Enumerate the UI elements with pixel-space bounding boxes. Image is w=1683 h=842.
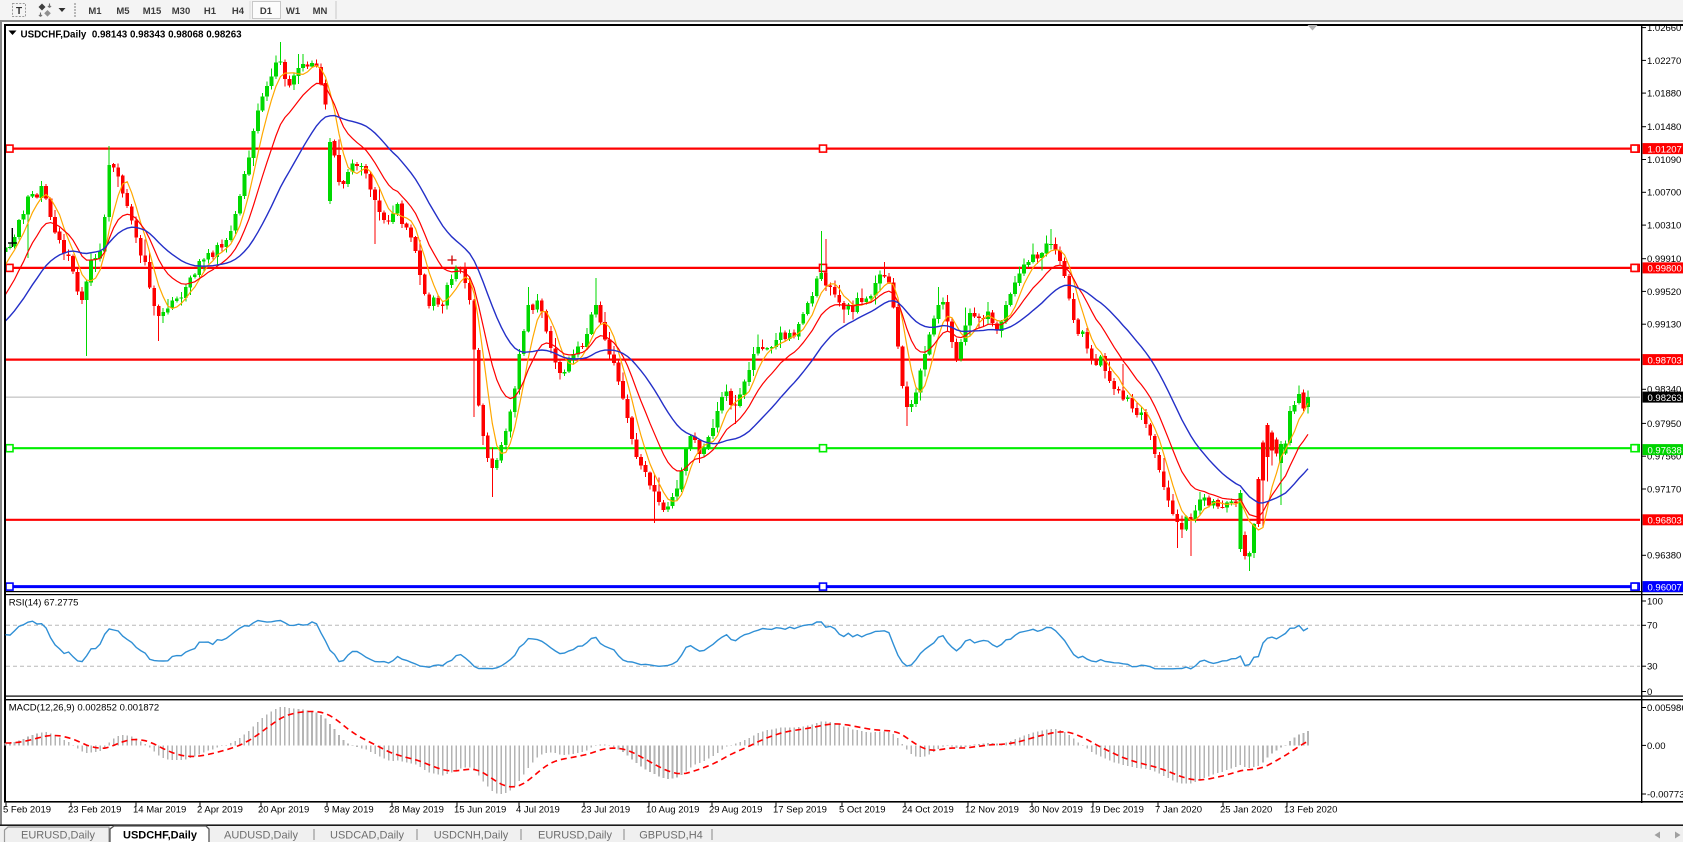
svg-text:USDCHF,Daily: USDCHF,Daily bbox=[123, 830, 198, 842]
svg-text:M5: M5 bbox=[116, 6, 130, 17]
svg-text:5 Feb 2019: 5 Feb 2019 bbox=[3, 805, 51, 816]
svg-text:0.98340: 0.98340 bbox=[1647, 385, 1681, 396]
svg-text:0: 0 bbox=[1647, 687, 1652, 698]
svg-text:MN: MN bbox=[313, 6, 328, 17]
svg-text:USDCNH,Daily: USDCNH,Daily bbox=[434, 830, 509, 842]
svg-text:24 Oct 2019: 24 Oct 2019 bbox=[902, 805, 954, 816]
svg-text:23 Jul 2019: 23 Jul 2019 bbox=[581, 805, 630, 816]
svg-text:0.99130: 0.99130 bbox=[1647, 320, 1681, 331]
svg-text:7 Jan 2020: 7 Jan 2020 bbox=[1155, 805, 1202, 816]
svg-text:13 Feb 2020: 13 Feb 2020 bbox=[1284, 805, 1337, 816]
svg-text:H1: H1 bbox=[204, 6, 217, 17]
svg-text:H4: H4 bbox=[232, 6, 245, 17]
svg-text:0.96803: 0.96803 bbox=[1648, 516, 1682, 527]
svg-text:1.02270: 1.02270 bbox=[1647, 56, 1681, 67]
svg-text:0.98703: 0.98703 bbox=[1648, 355, 1682, 366]
svg-text:25 Jan 2020: 25 Jan 2020 bbox=[1220, 805, 1272, 816]
svg-text:EURUSD,Daily: EURUSD,Daily bbox=[538, 830, 612, 842]
svg-text:1.01880: 1.01880 bbox=[1647, 89, 1681, 100]
svg-text:T: T bbox=[16, 6, 22, 17]
svg-text:0.97950: 0.97950 bbox=[1647, 419, 1681, 430]
svg-text:W1: W1 bbox=[286, 6, 301, 17]
svg-text:14 Mar 2019: 14 Mar 2019 bbox=[133, 805, 186, 816]
svg-text:-0.007732: -0.007732 bbox=[1647, 789, 1683, 800]
svg-text:M15: M15 bbox=[143, 6, 162, 17]
svg-text:1.01090: 1.01090 bbox=[1647, 155, 1681, 166]
svg-text:12 Nov 2019: 12 Nov 2019 bbox=[965, 805, 1019, 816]
svg-text:70: 70 bbox=[1647, 621, 1658, 632]
svg-text:20 Apr 2019: 20 Apr 2019 bbox=[258, 805, 309, 816]
svg-text:0.00: 0.00 bbox=[1647, 741, 1666, 752]
svg-text:0.98263: 0.98263 bbox=[1648, 393, 1682, 404]
svg-text:MACD(12,26,9) 0.002852 0.00187: MACD(12,26,9) 0.002852 0.001872 bbox=[9, 703, 160, 714]
svg-text:M30: M30 bbox=[172, 6, 190, 17]
svg-text:EURUSD,Daily: EURUSD,Daily bbox=[21, 830, 95, 842]
svg-text:D1: D1 bbox=[260, 6, 273, 17]
svg-text:30: 30 bbox=[1647, 662, 1658, 673]
svg-text:17 Sep 2019: 17 Sep 2019 bbox=[773, 805, 827, 816]
svg-text:0.97638: 0.97638 bbox=[1648, 445, 1682, 456]
svg-text:0.96380: 0.96380 bbox=[1647, 551, 1681, 562]
svg-text:0.99520: 0.99520 bbox=[1647, 287, 1681, 298]
svg-text:0.97560: 0.97560 bbox=[1647, 452, 1681, 463]
svg-text:30 Nov 2019: 30 Nov 2019 bbox=[1029, 805, 1083, 816]
svg-text:5 Oct 2019: 5 Oct 2019 bbox=[839, 805, 885, 816]
svg-text:23 Feb 2019: 23 Feb 2019 bbox=[68, 805, 121, 816]
svg-text:4 Jul 2019: 4 Jul 2019 bbox=[516, 805, 560, 816]
svg-text:9 May 2019: 9 May 2019 bbox=[324, 805, 374, 816]
svg-text:GBPUSD,H4: GBPUSD,H4 bbox=[639, 830, 703, 842]
svg-text:0.96007: 0.96007 bbox=[1648, 582, 1682, 593]
svg-text:28 May 2019: 28 May 2019 bbox=[389, 805, 444, 816]
svg-text:19 Dec 2019: 19 Dec 2019 bbox=[1090, 805, 1144, 816]
svg-text:0.99800: 0.99800 bbox=[1648, 264, 1682, 275]
svg-text:15 Jun 2019: 15 Jun 2019 bbox=[454, 805, 506, 816]
svg-text:RSI(14) 67.2775: RSI(14) 67.2775 bbox=[9, 598, 79, 609]
svg-text:0.99910: 0.99910 bbox=[1647, 254, 1681, 265]
svg-text:1.01207: 1.01207 bbox=[1648, 144, 1682, 155]
svg-text:1.00310: 1.00310 bbox=[1647, 221, 1681, 232]
svg-text:1.00700: 1.00700 bbox=[1647, 188, 1681, 199]
svg-text:1.01480: 1.01480 bbox=[1647, 122, 1681, 133]
svg-text:2 Apr 2019: 2 Apr 2019 bbox=[197, 805, 243, 816]
svg-text:29 Aug 2019: 29 Aug 2019 bbox=[709, 805, 762, 816]
svg-text:1.02660: 1.02660 bbox=[1647, 23, 1681, 34]
svg-text:USDCAD,Daily: USDCAD,Daily bbox=[330, 830, 404, 842]
svg-text:0.97170: 0.97170 bbox=[1647, 484, 1681, 495]
svg-text:M1: M1 bbox=[88, 6, 102, 17]
svg-text:100: 100 bbox=[1647, 596, 1663, 607]
svg-text:USDCHF,Daily 0.98143 0.98343: USDCHF,Daily 0.98143 0.98343 0.98068 0.9… bbox=[21, 30, 243, 41]
svg-text:10 Aug 2019: 10 Aug 2019 bbox=[646, 805, 699, 816]
svg-text:AUDUSD,Daily: AUDUSD,Daily bbox=[224, 830, 298, 842]
svg-text:0.005986: 0.005986 bbox=[1647, 703, 1683, 714]
